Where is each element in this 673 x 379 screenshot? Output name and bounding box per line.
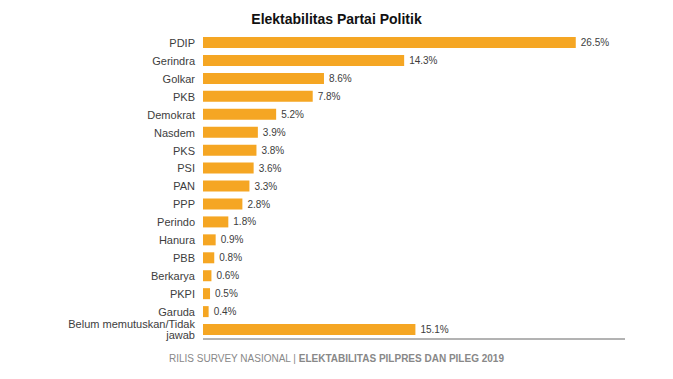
svg-text:3.8%: 3.8% [261, 145, 284, 156]
svg-text:8.6%: 8.6% [329, 73, 352, 84]
svg-text:PSI: PSI [177, 162, 195, 174]
svg-text:PKB: PKB [173, 91, 195, 103]
svg-text:0.4%: 0.4% [214, 306, 237, 317]
svg-text:PPP: PPP [173, 198, 195, 210]
svg-text:7.8%: 7.8% [318, 91, 341, 102]
svg-text:Golkar: Golkar [163, 73, 196, 85]
svg-text:26.5%: 26.5% [581, 37, 609, 48]
svg-text:0.9%: 0.9% [221, 234, 244, 245]
svg-text:1.8%: 1.8% [233, 216, 256, 227]
svg-text:PDIP: PDIP [169, 37, 195, 49]
svg-text:PKPI: PKPI [170, 288, 195, 300]
html-text:Elektabilitas Partai Politik: Elektabilitas Partai Politik [251, 11, 422, 27]
svg-text:PBB: PBB [173, 252, 195, 264]
svg-text:5.2%: 5.2% [281, 109, 304, 120]
svg-text:PAN: PAN [173, 180, 195, 192]
svg-text:3.9%: 3.9% [263, 127, 286, 138]
svg-text:14.3%: 14.3% [409, 55, 437, 66]
svg-text:3.3%: 3.3% [254, 181, 277, 192]
svg-text:0.5%: 0.5% [215, 288, 238, 299]
svg-text:2.8%: 2.8% [247, 199, 270, 210]
svg-text:Nasdem: Nasdem [154, 127, 195, 139]
html-text:RILIS SURVEY NASIONAL | ELEKTA: RILIS SURVEY NASIONAL | ELEKTABILITAS PI… [169, 353, 504, 364]
svg-text:Berkarya: Berkarya [151, 270, 196, 282]
svg-text:Gerindra: Gerindra [152, 55, 196, 67]
svg-text:Perindo: Perindo [157, 216, 195, 228]
svg-text:0.6%: 0.6% [216, 270, 239, 281]
svg-text:15.1%: 15.1% [420, 324, 448, 335]
svg-text:Garuda: Garuda [158, 306, 196, 318]
svg-text:3.6%: 3.6% [259, 163, 282, 174]
svg-text:Hanura: Hanura [159, 234, 196, 246]
svg-text:Demokrat: Demokrat [147, 109, 195, 121]
svg-text:PKS: PKS [173, 145, 195, 157]
svg-text:0.8%: 0.8% [219, 252, 242, 263]
svg-text:Belum memutuskan/Tidakjawab: Belum memutuskan/Tidakjawab [68, 318, 195, 341]
